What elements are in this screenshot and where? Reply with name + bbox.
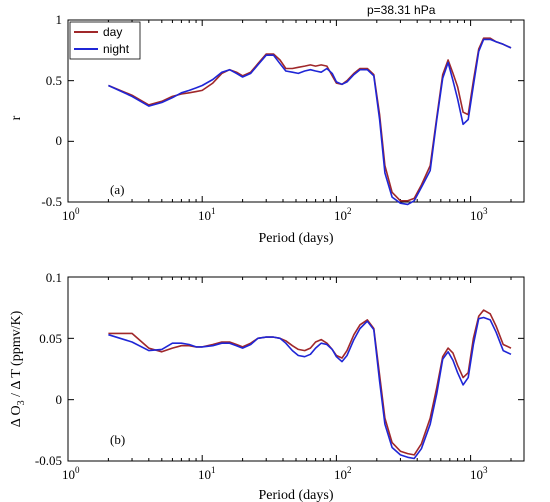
panel-a-series xyxy=(108,37,512,206)
legend-label-day: day xyxy=(103,25,122,39)
x-tick-label: 103 xyxy=(470,206,488,223)
y-axis-label: Δ O3 / Δ T (ppmv/K) xyxy=(9,310,27,427)
x-tick-label: 102 xyxy=(334,206,352,223)
y-tick-label: 0 xyxy=(56,133,63,148)
legend-box xyxy=(69,21,141,60)
y-axis-label: r xyxy=(9,115,24,120)
series-line-day xyxy=(108,309,512,456)
series-line-day xyxy=(108,37,512,202)
y-tick-label: -0.05 xyxy=(35,453,62,468)
series-line-night xyxy=(108,38,512,206)
panel-b-y-tick-labels: -0.05 0 0.05 0.1 xyxy=(35,270,62,468)
panel-a-x-tick-labels: 100 101 102 103 xyxy=(62,206,488,223)
x-tick-label: 100 xyxy=(62,206,80,223)
x-tick-label: 101 xyxy=(198,206,216,223)
panel-b-ozone-temperature: -0.05 0 0.05 0.1 100 101 102 103 Period … xyxy=(9,270,525,502)
x-axis-label: Period (days) xyxy=(258,231,333,246)
x-tick-label: 102 xyxy=(334,465,352,482)
y-tick-label: 0.05 xyxy=(39,331,62,346)
x-tick-label: 101 xyxy=(198,465,216,482)
y-tick-label: 0 xyxy=(56,392,63,407)
panel-b-ticks xyxy=(67,276,524,462)
panel-label: (a) xyxy=(110,182,124,197)
x-tick-label: 103 xyxy=(470,465,488,482)
x-axis-label: Period (days) xyxy=(258,488,333,502)
panel-a-correlation: -0.5 0 0.5 1 100 101 102 103 Period (day… xyxy=(9,3,525,246)
y-tick-label: 1 xyxy=(56,12,63,27)
pressure-annotation: p=38.31 hPa xyxy=(367,3,436,17)
y-tick-label: 0.1 xyxy=(46,270,62,285)
series-line-night xyxy=(108,316,512,460)
panel-b-x-tick-labels: 100 101 102 103 xyxy=(62,465,488,482)
legend-label-night: night xyxy=(103,42,130,56)
y-tick-label: -0.5 xyxy=(41,194,62,209)
panel-label: (b) xyxy=(110,432,125,447)
panel-b-series xyxy=(108,309,512,460)
legend: day night xyxy=(69,21,141,60)
panel-a-y-tick-labels: -0.5 0 0.5 1 xyxy=(41,12,62,209)
y-tick-label: 0.5 xyxy=(46,73,62,88)
x-tick-label: 100 xyxy=(62,465,80,482)
